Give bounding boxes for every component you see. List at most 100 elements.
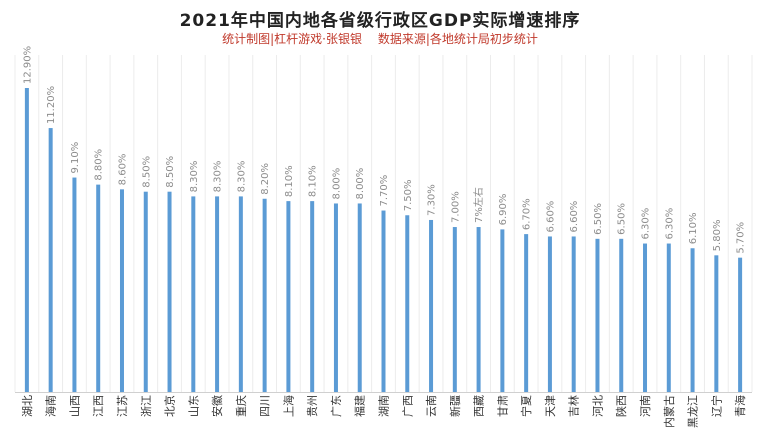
category-label: 海南 <box>44 395 58 417</box>
bars <box>24 88 743 392</box>
category-label: 新疆 <box>448 395 462 417</box>
value-label: 8.20% <box>260 163 271 195</box>
category-label: 贵州 <box>306 395 319 417</box>
chart-title: 2021年中国内地各省级行政区GDP实际增速排序 <box>179 11 581 31</box>
value-label: 8.60% <box>117 154 128 186</box>
bar <box>476 227 481 392</box>
category-label: 上海 <box>281 395 295 417</box>
bar <box>714 255 719 392</box>
category-label: 宁夏 <box>519 395 533 417</box>
value-label: 8.50% <box>141 156 152 188</box>
category-label: 河北 <box>591 395 604 417</box>
category-label: 湖南 <box>378 395 391 417</box>
value-label: 6.30% <box>664 208 675 240</box>
chart-subtitle: 统计制图|杠杆游戏·张银银 数据来源|各地统计局初步统计 <box>0 30 760 47</box>
bar <box>310 201 315 392</box>
value-label: 7.50% <box>403 179 414 211</box>
category-label: 甘肃 <box>496 395 509 417</box>
value-label: 6.50% <box>593 203 604 235</box>
subtitle-data-source: 数据来源|各地统计局初步统计 <box>377 32 538 46</box>
value-label: 8.80% <box>94 149 105 181</box>
category-label: 重庆 <box>234 395 248 417</box>
bar <box>191 196 196 392</box>
category-label: 河南 <box>639 395 652 417</box>
value-label: 7%左右 <box>472 187 485 223</box>
value-label: 7.00% <box>450 191 461 223</box>
value-label: 6.70% <box>522 198 533 230</box>
bar <box>500 229 505 392</box>
category-label: 吉林 <box>567 395 581 417</box>
bar <box>215 196 220 392</box>
value-label: 8.10% <box>284 165 295 197</box>
bar <box>357 203 362 392</box>
value-label: 8.30% <box>189 161 200 193</box>
value-label: 8.50% <box>165 156 176 188</box>
category-label: 浙江 <box>140 395 153 417</box>
bar <box>595 238 600 392</box>
bar <box>452 227 457 392</box>
value-label: 8.10% <box>308 165 319 197</box>
category-label: 山西 <box>68 395 81 417</box>
value-label: 7.70% <box>379 175 390 207</box>
category-label: 江苏 <box>116 395 129 417</box>
category-label: 青海 <box>733 395 747 417</box>
bar <box>286 201 291 392</box>
category-label: 广西 <box>401 395 414 417</box>
value-label: 6.30% <box>641 208 652 240</box>
bar <box>571 236 576 392</box>
category-label: 湖北 <box>21 395 34 417</box>
bar <box>666 243 671 392</box>
bar <box>381 210 386 392</box>
bar <box>24 88 29 392</box>
category-label: 辽宁 <box>709 395 723 417</box>
bar <box>643 243 648 392</box>
category-label: 内蒙古 <box>662 395 676 428</box>
value-label: 6.10% <box>688 212 699 244</box>
bar <box>429 219 434 392</box>
value-label: 7.30% <box>427 184 438 216</box>
value-labels: 12.90% 11.20% 9.10% 8.80% 8.60% 8.50% 8.50% 8.3… <box>22 46 746 254</box>
value-label: 6.90% <box>498 194 509 226</box>
bar <box>405 215 410 392</box>
category-label: 山东 <box>187 395 200 417</box>
value-label: 6.60% <box>545 201 556 233</box>
category-label: 天津 <box>544 395 557 417</box>
bar <box>167 191 172 392</box>
bar <box>547 236 552 392</box>
value-label: 8.30% <box>236 161 247 193</box>
category-label: 广东 <box>330 395 343 417</box>
category-label: 北京 <box>163 395 177 417</box>
value-label: 8.00% <box>331 168 342 200</box>
value-label: 8.00% <box>355 168 366 200</box>
value-label: 6.50% <box>617 203 628 235</box>
value-label: 11.20% <box>46 86 57 124</box>
bar <box>72 177 77 392</box>
value-label: 12.90% <box>22 46 33 84</box>
category-label: 黑龙江 <box>687 395 700 428</box>
bar <box>619 238 624 392</box>
bar <box>48 128 53 392</box>
value-label: 6.60% <box>569 201 580 233</box>
bar <box>262 198 267 392</box>
category-label: 安徽 <box>210 395 224 417</box>
bar <box>96 184 101 392</box>
category-labels: 湖北 海南 山西 江西 江苏 浙江 北京 山东 安徽 重庆 四川 上海 贵州 广东 福建 湖南 广西 云南 新疆 西藏… <box>21 395 747 428</box>
category-label: 江西 <box>92 395 105 417</box>
value-label: 8.30% <box>213 161 224 193</box>
bar <box>143 191 148 392</box>
bar <box>238 196 243 392</box>
category-label: 云南 <box>425 395 438 417</box>
bar <box>119 189 124 392</box>
bar <box>333 203 338 392</box>
category-label: 西藏 <box>473 395 486 417</box>
bar <box>690 248 695 392</box>
category-label: 福建 <box>353 395 367 417</box>
category-label: 陕西 <box>614 395 628 417</box>
grid-lines <box>14 55 753 392</box>
category-label: 四川 <box>259 395 272 417</box>
bar <box>738 257 743 392</box>
value-label: 5.70% <box>736 222 747 254</box>
value-label: 9.10% <box>70 142 81 174</box>
bar <box>524 234 529 392</box>
